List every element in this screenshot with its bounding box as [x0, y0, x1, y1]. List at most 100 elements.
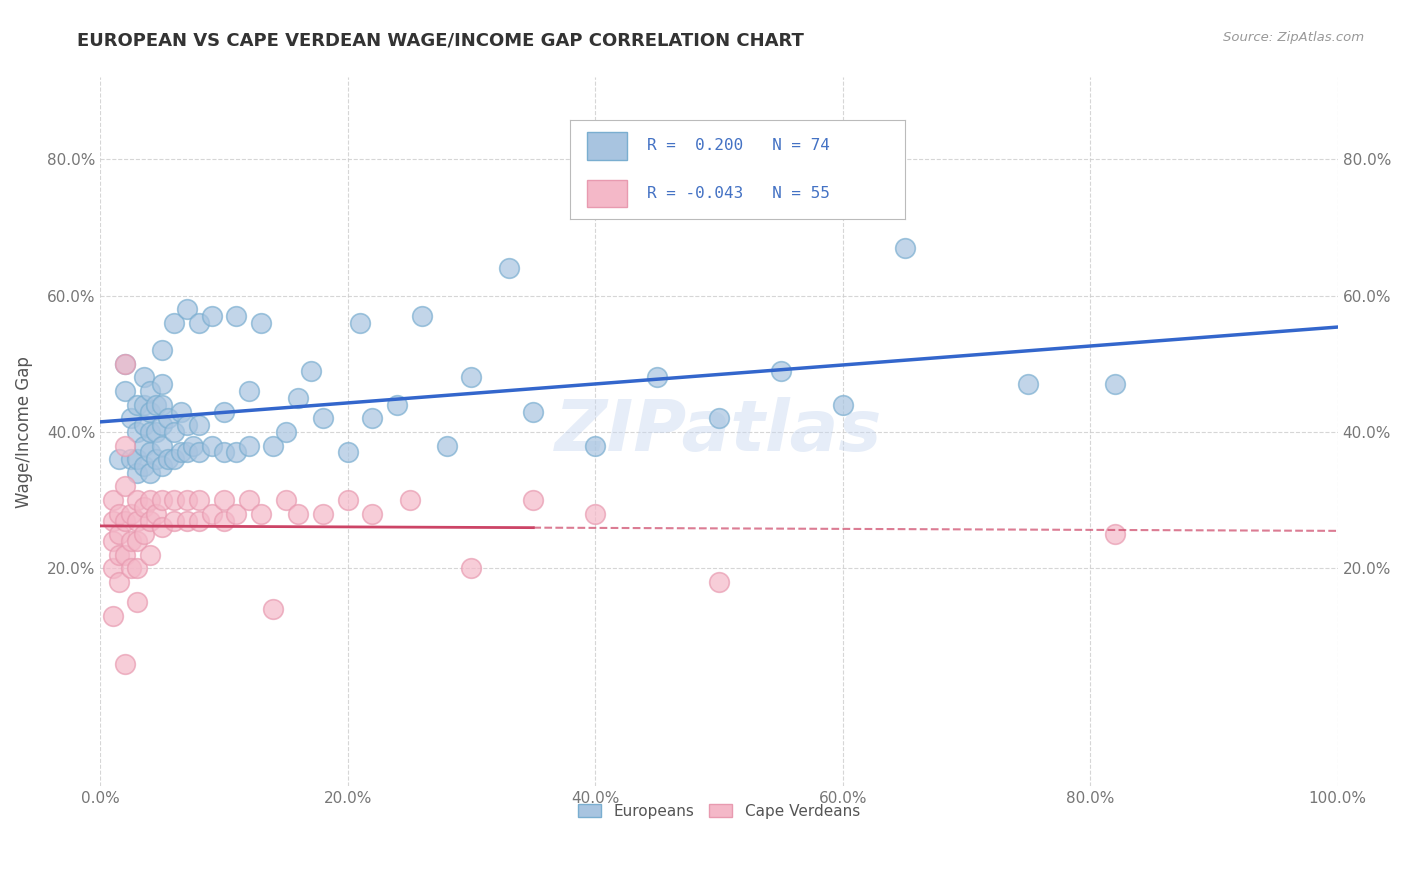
Point	[127, 493, 149, 508]
Point	[139, 548, 162, 562]
Point	[114, 514, 136, 528]
Point	[127, 534, 149, 549]
Point	[127, 466, 149, 480]
Point	[120, 534, 142, 549]
Point	[150, 398, 173, 412]
Point	[150, 439, 173, 453]
Point	[139, 404, 162, 418]
Point	[101, 514, 124, 528]
Point	[498, 261, 520, 276]
Point	[522, 404, 544, 418]
Point	[163, 514, 186, 528]
Point	[176, 418, 198, 433]
Point	[460, 370, 482, 384]
Point	[157, 452, 180, 467]
Point	[212, 445, 235, 459]
Point	[150, 458, 173, 473]
Point	[170, 404, 193, 418]
Point	[114, 357, 136, 371]
Point	[336, 445, 359, 459]
Point	[150, 418, 173, 433]
Point	[250, 507, 273, 521]
Point	[188, 493, 211, 508]
Point	[225, 507, 247, 521]
Point	[336, 493, 359, 508]
Point	[176, 514, 198, 528]
Point	[707, 411, 730, 425]
Point	[163, 425, 186, 439]
Point	[212, 404, 235, 418]
Point	[176, 445, 198, 459]
Point	[287, 391, 309, 405]
Point	[127, 398, 149, 412]
Point	[387, 398, 409, 412]
Point	[287, 507, 309, 521]
Point	[188, 445, 211, 459]
Point	[132, 398, 155, 412]
Point	[108, 452, 131, 467]
Point	[201, 439, 224, 453]
Point	[274, 425, 297, 439]
Point	[188, 514, 211, 528]
Point	[361, 507, 384, 521]
Point	[238, 439, 260, 453]
Point	[769, 363, 792, 377]
Point	[163, 316, 186, 330]
Point	[361, 411, 384, 425]
Point	[1104, 527, 1126, 541]
Point	[201, 309, 224, 323]
Point	[1104, 377, 1126, 392]
Point	[114, 439, 136, 453]
Point	[893, 241, 915, 255]
Point	[398, 493, 420, 508]
Point	[176, 302, 198, 317]
Point	[139, 466, 162, 480]
Point	[225, 445, 247, 459]
Point	[411, 309, 433, 323]
Point	[132, 527, 155, 541]
Legend: Europeans, Cape Verdeans: Europeans, Cape Verdeans	[572, 797, 866, 825]
Point	[101, 493, 124, 508]
Point	[108, 574, 131, 589]
Point	[127, 425, 149, 439]
Point	[163, 493, 186, 508]
Point	[139, 425, 162, 439]
Point	[139, 493, 162, 508]
Point	[460, 561, 482, 575]
Point	[150, 377, 173, 392]
Point	[188, 418, 211, 433]
Point	[145, 425, 167, 439]
Point	[101, 561, 124, 575]
Point	[349, 316, 371, 330]
Point	[436, 439, 458, 453]
Point	[145, 452, 167, 467]
Point	[150, 343, 173, 358]
Point	[150, 493, 173, 508]
Text: Source: ZipAtlas.com: Source: ZipAtlas.com	[1223, 31, 1364, 45]
Point	[114, 479, 136, 493]
Point	[127, 561, 149, 575]
Point	[132, 500, 155, 514]
Point	[132, 439, 155, 453]
Point	[176, 493, 198, 508]
Point	[1017, 377, 1039, 392]
Point	[522, 493, 544, 508]
Point	[170, 445, 193, 459]
Point	[127, 452, 149, 467]
Point	[132, 370, 155, 384]
Point	[120, 452, 142, 467]
Point	[120, 411, 142, 425]
Point	[132, 458, 155, 473]
Point	[583, 507, 606, 521]
Point	[150, 520, 173, 534]
Point	[274, 493, 297, 508]
Point	[101, 609, 124, 624]
Point	[250, 316, 273, 330]
Point	[212, 514, 235, 528]
Point	[101, 534, 124, 549]
Point	[201, 507, 224, 521]
Point	[312, 411, 335, 425]
Point	[645, 370, 668, 384]
Text: ZIPatlas: ZIPatlas	[555, 398, 883, 467]
Point	[114, 384, 136, 398]
